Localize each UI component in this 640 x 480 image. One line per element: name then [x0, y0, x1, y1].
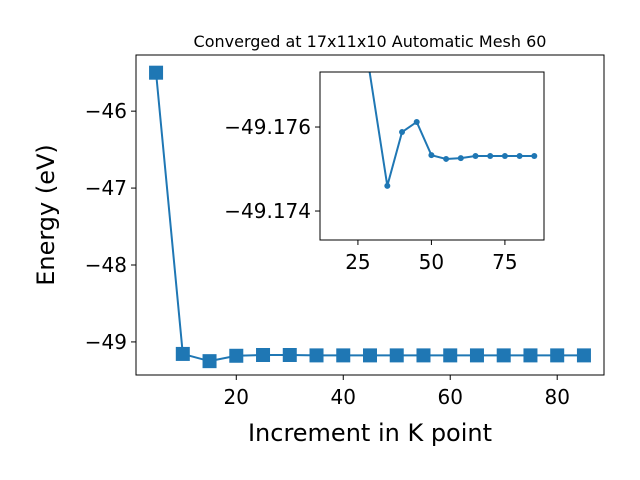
marker: [229, 348, 244, 363]
marker: [428, 152, 435, 159]
marker: [256, 348, 271, 362]
marker: [523, 348, 538, 363]
x-tick-label: 20: [224, 385, 249, 409]
marker: [501, 153, 508, 159]
marker: [384, 182, 391, 189]
marker: [149, 65, 164, 80]
y-tick-label: −49.174: [224, 199, 311, 223]
x-tick-label: 75: [492, 250, 517, 274]
marker: [531, 153, 538, 159]
marker: [282, 348, 297, 362]
y-axis-label: Energy (eV): [32, 144, 60, 286]
marker: [363, 348, 377, 363]
marker: [443, 348, 458, 363]
marker: [399, 129, 406, 136]
marker: [496, 348, 511, 363]
x-tick-label: 80: [544, 385, 569, 409]
marker: [309, 348, 324, 363]
x-axis-label: Increment in K point: [248, 419, 492, 447]
marker: [487, 153, 494, 159]
y-tick-label: −49: [85, 330, 127, 354]
marker: [443, 155, 450, 162]
marker: [389, 348, 404, 363]
marker: [516, 153, 523, 159]
x-tick-label: 60: [438, 385, 463, 409]
marker: [202, 354, 217, 369]
marker: [469, 348, 484, 363]
marker: [472, 153, 479, 159]
plot-content: [149, 65, 591, 369]
marker: [416, 348, 431, 363]
marker: [457, 155, 464, 162]
y-tick-label: −47: [85, 176, 127, 200]
axes-frame: [135, 54, 605, 376]
x-tick-label: 40: [331, 385, 356, 409]
marker: [576, 348, 591, 363]
marker: [413, 118, 420, 125]
x-tick-label: 50: [419, 250, 444, 274]
y-tick-label: −48: [85, 253, 127, 277]
y-tick-label: −46: [85, 99, 127, 123]
x-tick-label: 25: [345, 250, 370, 274]
marker: [175, 346, 190, 361]
chart-title: Converged at 17x11x10 Automatic Mesh 60: [194, 32, 547, 51]
marker: [550, 348, 565, 363]
axes-frame: [319, 71, 545, 241]
marker: [336, 348, 351, 363]
plot-content: [368, 72, 538, 189]
y-tick-label: −49.176: [224, 115, 311, 139]
